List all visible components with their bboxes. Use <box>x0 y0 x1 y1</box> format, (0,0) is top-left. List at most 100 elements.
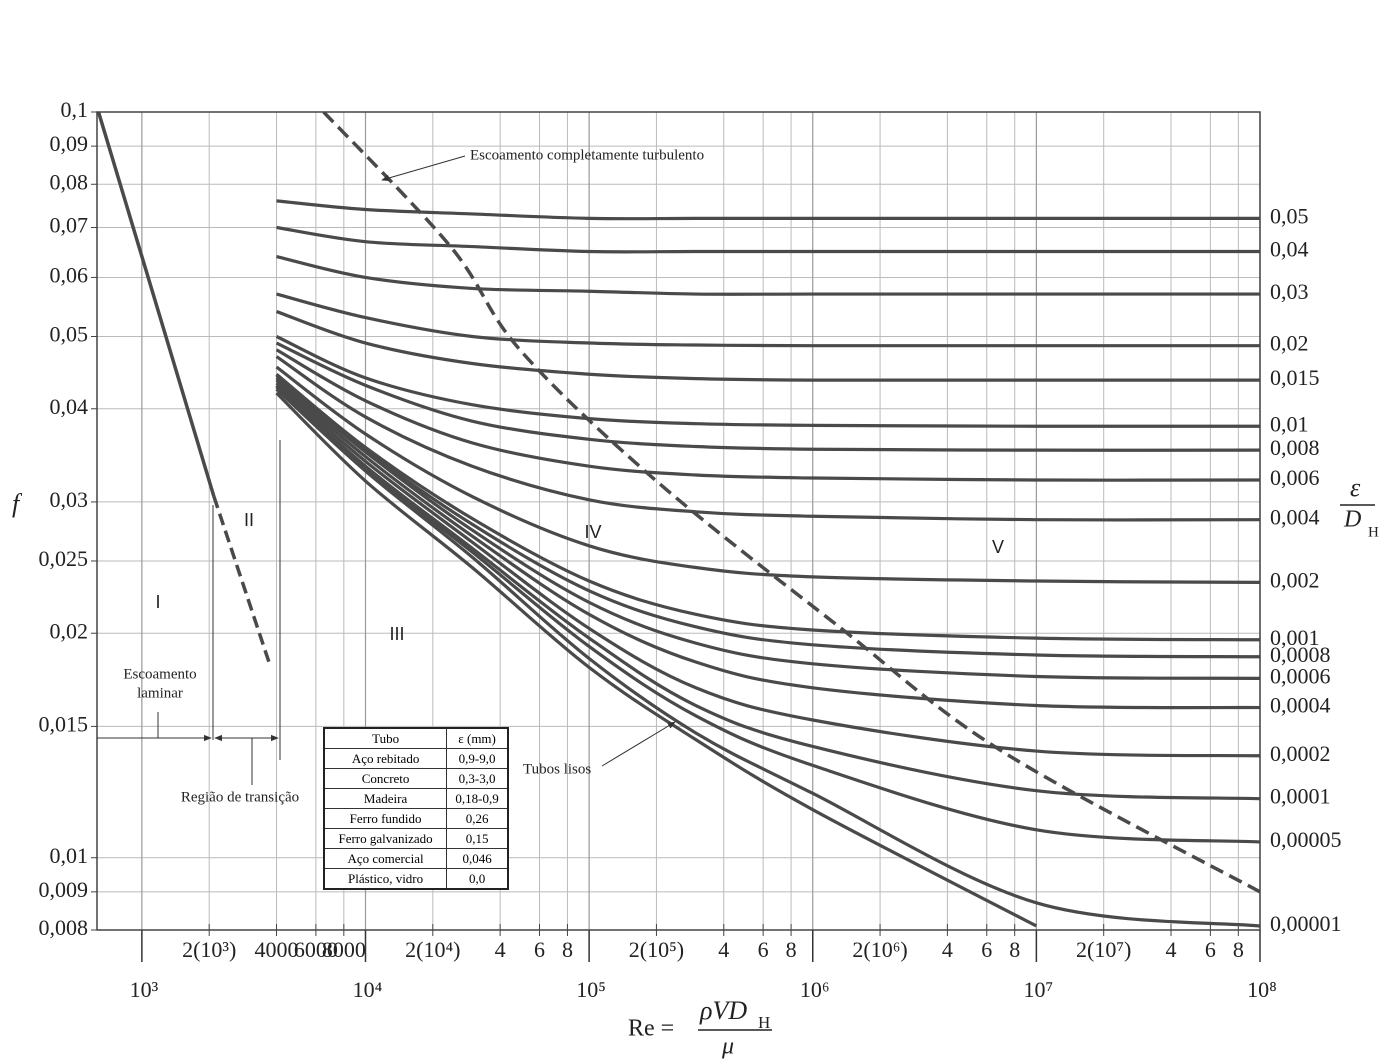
table-cell: 0,046 <box>446 848 509 869</box>
series-label: 0,015 <box>1270 365 1320 390</box>
table-header: ε (mm) <box>446 727 509 749</box>
friction-curve <box>275 387 1260 928</box>
table-cell: 0,26 <box>446 808 509 829</box>
series-label: 0,002 <box>1270 567 1320 592</box>
x-minor-tick-label: 2(10⁵) <box>629 937 684 962</box>
friction-curve <box>275 378 1260 710</box>
x-minor-tick-label: 8000 <box>322 937 366 962</box>
y2-axis-label: ε <box>1350 473 1361 502</box>
series-label: 0,0006 <box>1270 663 1331 688</box>
x-tick-label: 10³ <box>130 977 159 1002</box>
series-label: 0,0001 <box>1270 784 1331 809</box>
x-minor-tick-label: 2(10⁴) <box>405 937 460 962</box>
x-minor-tick-label: 6 <box>758 937 769 962</box>
friction-curve <box>275 381 1260 758</box>
region-label: V <box>992 537 1004 557</box>
series-label: 0,008 <box>1270 435 1320 460</box>
y-tick-label: 0,015 <box>39 711 89 736</box>
annotation: Tubos lisos <box>523 761 591 777</box>
y-tick-label: 0,025 <box>39 546 89 571</box>
x-minor-tick-label: 8 <box>1233 937 1244 962</box>
series-label: 0,01 <box>1270 411 1309 436</box>
friction-curve <box>275 384 1260 801</box>
series-label: 0,02 <box>1270 331 1309 356</box>
x-minor-tick-label: 8 <box>1009 937 1020 962</box>
table-cell: 0,3-3,0 <box>446 768 509 789</box>
annotation: Região de transição <box>181 789 299 805</box>
x-minor-tick-label: 6 <box>1205 937 1216 962</box>
x-minor-tick-label: 2(10⁶) <box>852 937 907 962</box>
table-cell: Madeira <box>323 788 448 809</box>
series-label: 0,0008 <box>1270 642 1331 667</box>
series-label: 0,03 <box>1270 279 1309 304</box>
x-tick-label: 10⁸ <box>1247 977 1277 1002</box>
y-tick-label: 0,01 <box>50 843 89 868</box>
annotation: laminar <box>137 685 183 701</box>
x-minor-tick-label: 6000 <box>294 937 338 962</box>
friction-curve <box>276 254 1260 296</box>
y-axis-label: f <box>12 489 23 518</box>
friction-curve <box>276 292 1260 348</box>
y2-axis-label: D <box>1343 507 1361 533</box>
annotation-arrow <box>381 155 466 182</box>
series-label: 0,006 <box>1270 465 1320 490</box>
x-axis-label: H <box>758 1013 770 1032</box>
x-minor-tick-label: 4 <box>718 937 729 962</box>
table-cell: 0,9-9,0 <box>446 748 509 769</box>
y-tick-label: 0,02 <box>50 618 89 643</box>
table-cell: Ferro fundido <box>323 808 448 829</box>
friction-curve <box>275 376 1260 680</box>
laminar-line <box>97 112 216 498</box>
y-tick-label: 0,03 <box>50 487 89 512</box>
friction-curve <box>275 341 1260 452</box>
x-minor-tick-label: 2(10⁷) <box>1076 937 1131 962</box>
y-tick-label: 0,09 <box>50 131 89 156</box>
y-tick-label: 0,06 <box>50 262 89 287</box>
x-minor-tick-label: 2(10³) <box>182 937 236 962</box>
table-header: Tubo <box>323 727 448 749</box>
table-cell: 0,0 <box>446 868 509 890</box>
series-label: 0,004 <box>1270 505 1320 530</box>
x-minor-tick-label: 4 <box>1166 937 1177 962</box>
x-minor-tick-label: 6 <box>981 937 992 962</box>
annotation: Escoamento completamente turbulento <box>470 147 704 163</box>
y-tick-label: 0,08 <box>50 169 89 194</box>
region-label: IV <box>584 522 601 542</box>
friction-curve <box>275 391 1038 928</box>
table-cell: Plástico, vidro <box>323 868 448 890</box>
friction-curve <box>275 310 1260 382</box>
turbulent-boundary <box>322 112 1260 894</box>
y2-axis-label: H <box>1368 524 1379 540</box>
region-label: I <box>155 592 160 612</box>
annotation: Escoamento <box>123 666 196 682</box>
series-label: 0,00001 <box>1270 911 1342 936</box>
x-tick-label: 10⁶ <box>800 977 830 1002</box>
region-label: III <box>389 624 404 644</box>
x-minor-tick-label: 8 <box>562 937 573 962</box>
x-minor-tick-label: 8 <box>786 937 797 962</box>
friction-curve <box>275 348 1260 482</box>
transition-line <box>212 496 271 663</box>
x-tick-label: 10⁷ <box>1024 977 1054 1002</box>
roughness-table: Tubo ε (mm) Aço rebitado 0,9-9,0 Concreto 0,… <box>323 727 509 890</box>
y-tick-label: 0,1 <box>61 97 89 122</box>
table-cell: 0,15 <box>446 828 509 849</box>
annotation-arrow <box>601 721 676 767</box>
y-tick-label: 0,009 <box>39 877 89 902</box>
friction-curve <box>275 372 1260 642</box>
x-minor-tick-label: 6 <box>534 937 545 962</box>
x-minor-tick-label: 4 <box>942 937 953 962</box>
series-label: 0,00005 <box>1270 827 1342 852</box>
series-label: 0,04 <box>1270 237 1309 262</box>
region-label: II <box>244 510 254 530</box>
friction-curve <box>276 199 1260 221</box>
series-label: 0,0002 <box>1270 741 1331 766</box>
series-label: 0,001 <box>1270 625 1320 650</box>
y-tick-label: 0,008 <box>39 915 89 940</box>
friction-curve <box>275 355 1260 522</box>
table-cell: Aço comercial <box>323 848 448 869</box>
y-tick-label: 0,04 <box>50 394 89 419</box>
x-axis-label: μ <box>721 1034 734 1060</box>
x-minor-tick-label: 4000 <box>255 937 299 962</box>
